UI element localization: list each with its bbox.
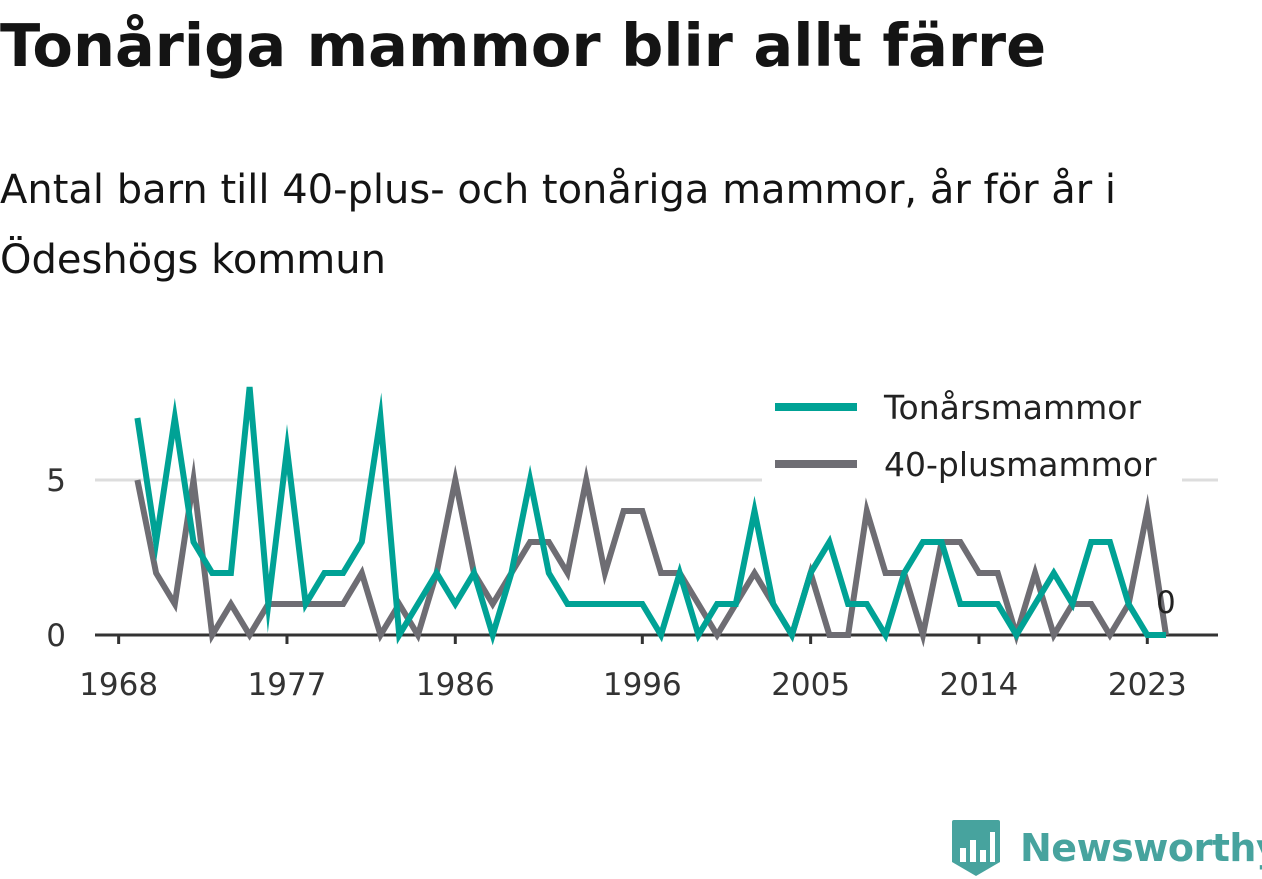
legend-label: 40-plusmammor [884, 445, 1157, 484]
x-tick-label: 2005 [771, 667, 850, 703]
x-axis-ticks: 1968 1977 1986 1996 2005 2014 2023 [79, 635, 1187, 703]
series-line-tonarsmammor [134, 386, 1166, 646]
x-tick-label: 1968 [79, 667, 158, 703]
newsworthy-logo-text: Newsworthy [1020, 826, 1262, 870]
x-tick-label: 1977 [248, 667, 327, 703]
end-value-label: 0 [1156, 585, 1176, 621]
x-tick-label: 2023 [1108, 667, 1187, 703]
y-tick-label: 5 [46, 463, 66, 499]
y-tick-label: 0 [46, 618, 66, 654]
end-labels: 0 [1156, 585, 1176, 621]
x-tick-label: 2014 [940, 667, 1019, 703]
legend-label: Tonårsmammor [883, 388, 1141, 427]
series-lines [134, 386, 1169, 648]
newsworthy-logo: Newsworthy [950, 818, 1262, 878]
legend: Tonårsmammor 40-plusmammor [762, 383, 1182, 484]
chart-title: Tonåriga mammor blir allt färre [0, 11, 1047, 80]
x-tick-label: 1996 [603, 667, 682, 703]
newsworthy-logo-icon [952, 820, 1000, 876]
y-axis-ticks: 05 [46, 463, 66, 654]
chart-subtitle: Antal barn till 40-plus- och tonåriga ma… [0, 167, 1117, 283]
x-tick-label: 1986 [416, 667, 495, 703]
